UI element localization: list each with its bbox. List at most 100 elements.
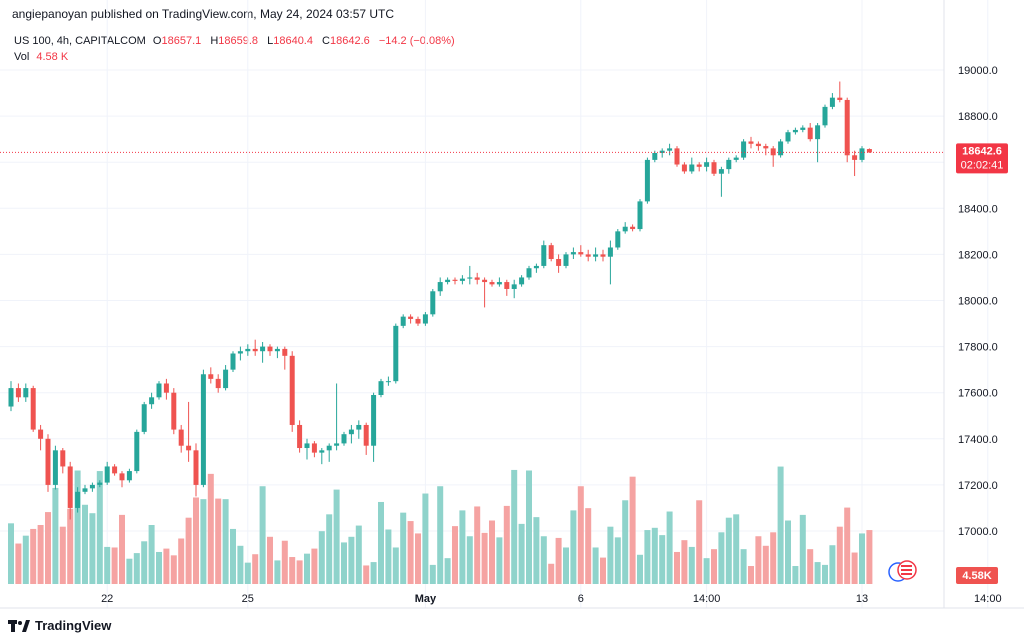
- candle-body[interactable]: [496, 282, 502, 285]
- candle-body[interactable]: [304, 443, 310, 449]
- candle-body[interactable]: [82, 488, 88, 492]
- candle-body[interactable]: [119, 473, 125, 481]
- candle-body[interactable]: [504, 282, 510, 289]
- candle-body[interactable]: [733, 157, 739, 160]
- candle-body[interactable]: [556, 259, 562, 266]
- candle-body[interactable]: [422, 314, 428, 324]
- candle-body[interactable]: [659, 150, 665, 153]
- candle-body[interactable]: [356, 424, 362, 430]
- candle-body[interactable]: [430, 291, 436, 315]
- candle-body[interactable]: [563, 254, 569, 266]
- candle-body[interactable]: [474, 277, 480, 280]
- candle-body[interactable]: [689, 164, 695, 172]
- candle-body[interactable]: [822, 106, 828, 126]
- candle-body[interactable]: [681, 164, 687, 172]
- candle-body[interactable]: [533, 265, 539, 269]
- candle-body[interactable]: [615, 231, 621, 248]
- candle-body[interactable]: [245, 348, 251, 352]
- candle-body[interactable]: [408, 316, 414, 319]
- candle-body[interactable]: [778, 141, 784, 156]
- candle-body[interactable]: [644, 159, 650, 202]
- symbol-label[interactable]: US 100, 4h, CAPITALCOM: [14, 35, 146, 47]
- candle-body[interactable]: [437, 282, 443, 292]
- candle-body[interactable]: [807, 127, 813, 140]
- candle-body[interactable]: [193, 450, 199, 485]
- candle-body[interactable]: [541, 245, 547, 266]
- candle-body[interactable]: [800, 127, 806, 130]
- candle-body[interactable]: [459, 278, 465, 281]
- candle-body[interactable]: [837, 97, 843, 100]
- candle-body[interactable]: [104, 466, 110, 483]
- candle-body[interactable]: [482, 279, 488, 283]
- candle-body[interactable]: [741, 141, 747, 158]
- candle-body[interactable]: [319, 450, 325, 453]
- candle-body[interactable]: [134, 431, 140, 472]
- candle-body[interactable]: [630, 226, 636, 230]
- candle-body[interactable]: [112, 466, 118, 474]
- candle-body[interactable]: [526, 268, 532, 278]
- candle-body[interactable]: [622, 226, 628, 232]
- candle-body[interactable]: [38, 429, 44, 439]
- candle-body[interactable]: [297, 424, 303, 449]
- candle-body[interactable]: [67, 466, 73, 508]
- candle-body[interactable]: [748, 141, 754, 144]
- candle-body[interactable]: [371, 395, 377, 446]
- candle-body[interactable]: [311, 443, 317, 453]
- candle-body[interactable]: [859, 148, 865, 160]
- candle-body[interactable]: [415, 318, 421, 324]
- candle-body[interactable]: [489, 282, 495, 285]
- candle-body[interactable]: [393, 325, 399, 382]
- candle-body[interactable]: [711, 162, 717, 174]
- candle-body[interactable]: [156, 383, 162, 398]
- event-flag-icon[interactable]: [888, 560, 917, 582]
- candle-body[interactable]: [341, 434, 347, 444]
- candle-body[interactable]: [704, 162, 710, 167]
- candle-body[interactable]: [348, 429, 354, 435]
- price-axis[interactable]: 19000.018800.018600.018400.018200.018000…: [958, 65, 998, 538]
- candle-body[interactable]: [815, 125, 821, 140]
- candle-body[interactable]: [578, 252, 584, 255]
- candle-body[interactable]: [15, 388, 21, 398]
- candle-body[interactable]: [607, 247, 613, 257]
- candle-body[interactable]: [763, 146, 769, 149]
- candle-body[interactable]: [548, 245, 554, 260]
- candle-body[interactable]: [511, 284, 517, 289]
- candle-body[interactable]: [52, 450, 58, 485]
- candle-body[interactable]: [600, 254, 606, 257]
- candle-body[interactable]: [8, 388, 14, 407]
- candle-body[interactable]: [230, 353, 236, 370]
- candle-body[interactable]: [215, 378, 221, 389]
- candle-body[interactable]: [326, 445, 332, 451]
- candle-body[interactable]: [400, 316, 406, 326]
- candle-body[interactable]: [378, 381, 384, 396]
- candle-body[interactable]: [570, 252, 576, 255]
- candle-body[interactable]: [696, 164, 702, 167]
- candle-body[interactable]: [452, 279, 458, 281]
- candle-body[interactable]: [274, 348, 280, 352]
- candle-body[interactable]: [792, 129, 798, 133]
- candle-body[interactable]: [60, 450, 66, 467]
- candle-body[interactable]: [445, 279, 451, 283]
- candle-body[interactable]: [363, 424, 369, 446]
- candle-body[interactable]: [652, 152, 658, 160]
- candle-body[interactable]: [163, 383, 169, 393]
- candle-body[interactable]: [289, 355, 295, 425]
- candle-body[interactable]: [23, 388, 29, 398]
- candle-body[interactable]: [126, 471, 132, 481]
- candle-body[interactable]: [171, 392, 177, 430]
- candle-body[interactable]: [637, 201, 643, 230]
- candle-body[interactable]: [45, 438, 51, 485]
- candle-body[interactable]: [755, 143, 761, 147]
- candle-body[interactable]: [852, 155, 858, 160]
- candle-body[interactable]: [467, 277, 473, 279]
- candle-body[interactable]: [223, 369, 229, 389]
- candle-body[interactable]: [208, 374, 214, 379]
- candle-body[interactable]: [334, 443, 340, 446]
- candle-body[interactable]: [252, 348, 258, 352]
- candle-body[interactable]: [89, 484, 95, 489]
- candle-body[interactable]: [866, 149, 872, 153]
- candle-body[interactable]: [75, 491, 81, 508]
- candle-body[interactable]: [844, 99, 850, 156]
- candle-body[interactable]: [385, 381, 391, 383]
